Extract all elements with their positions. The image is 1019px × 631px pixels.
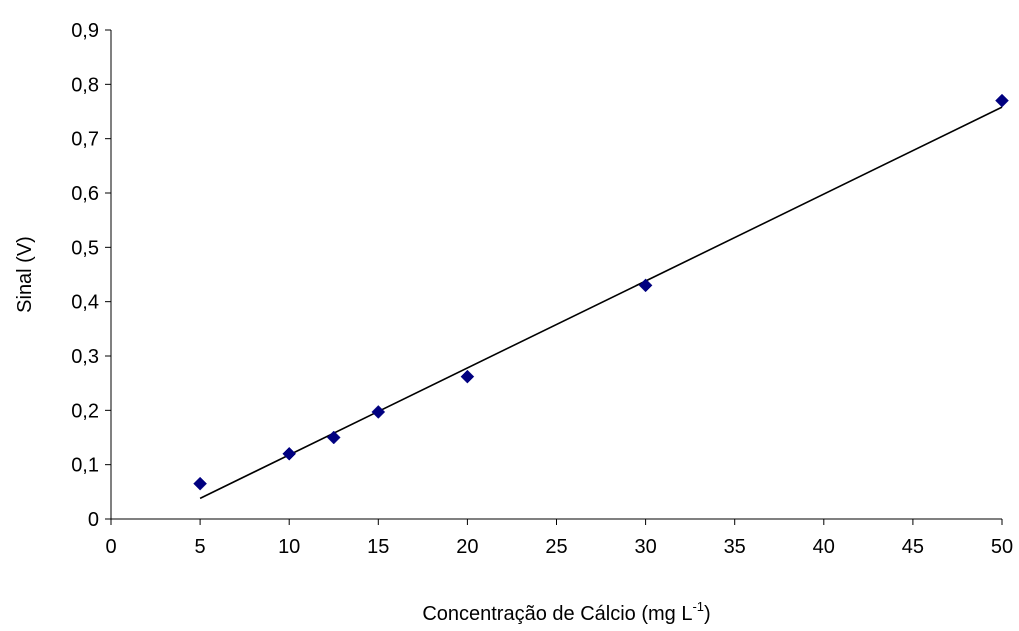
x-tick-label: 10	[278, 536, 300, 558]
y-tick-label: 0,3	[71, 346, 99, 368]
x-tick-label: 35	[724, 536, 746, 558]
x-tick-label: 15	[367, 536, 389, 558]
x-tick-label: 50	[991, 536, 1013, 558]
y-tick-label: 0,9	[71, 20, 99, 42]
x-tick-label: 5	[195, 536, 206, 558]
x-axis-label-superscript: -1	[692, 599, 704, 614]
x-tick-label: 40	[813, 536, 835, 558]
data-point	[326, 430, 341, 445]
y-tick-label: 0,6	[71, 183, 99, 205]
x-tick-label: 20	[456, 536, 478, 558]
data-point	[193, 476, 207, 491]
x-tick-label: 30	[634, 536, 656, 558]
y-tick-label: 0,2	[71, 400, 99, 422]
x-axis-label-suffix: )	[704, 603, 711, 625]
y-tick-label: 0,7	[71, 129, 99, 151]
data-point	[371, 405, 386, 419]
x-tick-label: 0	[105, 536, 116, 558]
x-tick-label: 45	[902, 536, 924, 558]
y-tick-label: 0,8	[71, 74, 99, 96]
y-tick-label: 0,5	[71, 237, 99, 259]
data-points	[193, 93, 1009, 491]
data-point	[995, 93, 1009, 108]
y-axis-label: Sinal (V)	[14, 236, 36, 313]
y-tick-label: 0,4	[71, 292, 99, 314]
data-point	[282, 446, 297, 461]
x-axis-ticks: 0 5 10 15 20 25 30 35 40 45 50	[105, 519, 1013, 558]
x-tick-label: 25	[545, 536, 567, 558]
y-axis-ticks: 0 0,1 0,2 0,3 0,4 0,5 0,6 0,7 0,8 0,9	[71, 20, 111, 531]
data-point	[460, 369, 475, 384]
y-tick-label: 0	[88, 509, 99, 531]
data-point	[638, 278, 653, 293]
trend-line	[199, 106, 1003, 500]
y-tick-label: 0,1	[71, 455, 99, 477]
x-axis-label: Concentração de Cálcio (mg L-1)	[422, 599, 710, 625]
x-axis-label-main: Concentração de Cálcio (mg L	[422, 603, 692, 625]
